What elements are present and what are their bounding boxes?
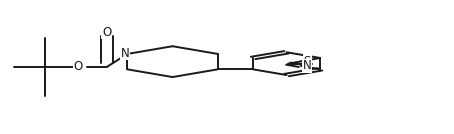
Text: O: O [74,60,83,74]
Text: N: N [303,59,312,72]
Text: N: N [121,47,129,60]
Text: S: S [304,55,311,68]
Text: O: O [102,26,111,39]
